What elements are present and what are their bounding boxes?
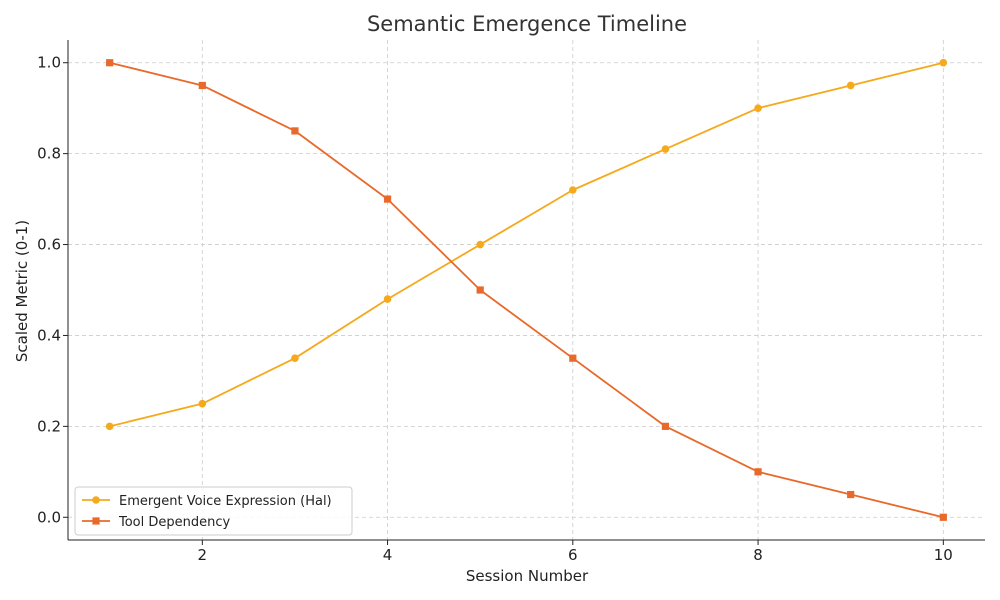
data-point xyxy=(661,422,670,430)
y-axis-ticks: 0.0 0.2 0.4 0.6 0.8 1.0 xyxy=(37,54,68,526)
x-tick-label: 10 xyxy=(934,546,953,564)
data-point xyxy=(291,127,299,135)
data-point xyxy=(105,422,114,431)
y-tick-label: 0.2 xyxy=(37,417,61,435)
chart-title: Semantic Emergence Timeline xyxy=(367,12,687,36)
y-tick-label: 0.0 xyxy=(37,508,61,526)
legend-entry: Tool Dependency xyxy=(82,515,231,530)
data-point xyxy=(383,295,392,303)
series-line xyxy=(109,61,944,428)
x-tick-label: 6 xyxy=(568,546,578,564)
legend-marker xyxy=(92,517,100,525)
legend-box xyxy=(74,486,353,536)
series-2 xyxy=(106,59,947,521)
legend-marker xyxy=(92,496,100,504)
series-layer xyxy=(105,58,948,521)
data-point xyxy=(846,81,855,90)
data-point xyxy=(754,104,762,112)
y-tick-label: 1.0 xyxy=(37,54,61,72)
x-tick-label: 8 xyxy=(753,546,763,564)
data-point xyxy=(939,58,948,67)
y-tick-label: 0.8 xyxy=(37,145,61,163)
x-tick-label: 2 xyxy=(198,546,208,564)
legend: Emergent Voice Expression (Hal) Tool Depe… xyxy=(74,486,353,536)
data-point xyxy=(569,186,577,194)
data-point xyxy=(847,490,855,499)
data-point xyxy=(661,145,670,153)
data-point xyxy=(291,354,299,362)
legend-label: Emergent Voice Expression (Hal) xyxy=(119,494,332,509)
data-point xyxy=(569,354,577,362)
data-point xyxy=(106,59,114,67)
y-tick-label: 0.4 xyxy=(37,326,61,344)
series-line xyxy=(109,61,944,519)
x-axis-label: Session Number xyxy=(466,567,589,585)
data-point xyxy=(476,286,484,294)
data-point xyxy=(383,195,392,203)
legend-label: Tool Dependency xyxy=(118,515,231,530)
data-point xyxy=(754,468,762,476)
series-1 xyxy=(105,58,948,431)
data-point xyxy=(198,81,206,90)
y-tick-label: 0.6 xyxy=(37,236,61,254)
legend-entries: Emergent Voice Expression (Hal) Tool Depe… xyxy=(82,494,332,530)
data-point xyxy=(939,513,947,521)
y-axis-label: Scaled Metric (0-1) xyxy=(13,220,31,362)
x-tick-label: 4 xyxy=(383,546,393,564)
x-axis-ticks: 2 4 6 8 10 xyxy=(198,540,953,564)
data-point xyxy=(198,399,207,408)
legend-entry: Emergent Voice Expression (Hal) xyxy=(82,494,332,509)
grid-lines xyxy=(68,40,985,540)
data-point xyxy=(476,240,484,249)
